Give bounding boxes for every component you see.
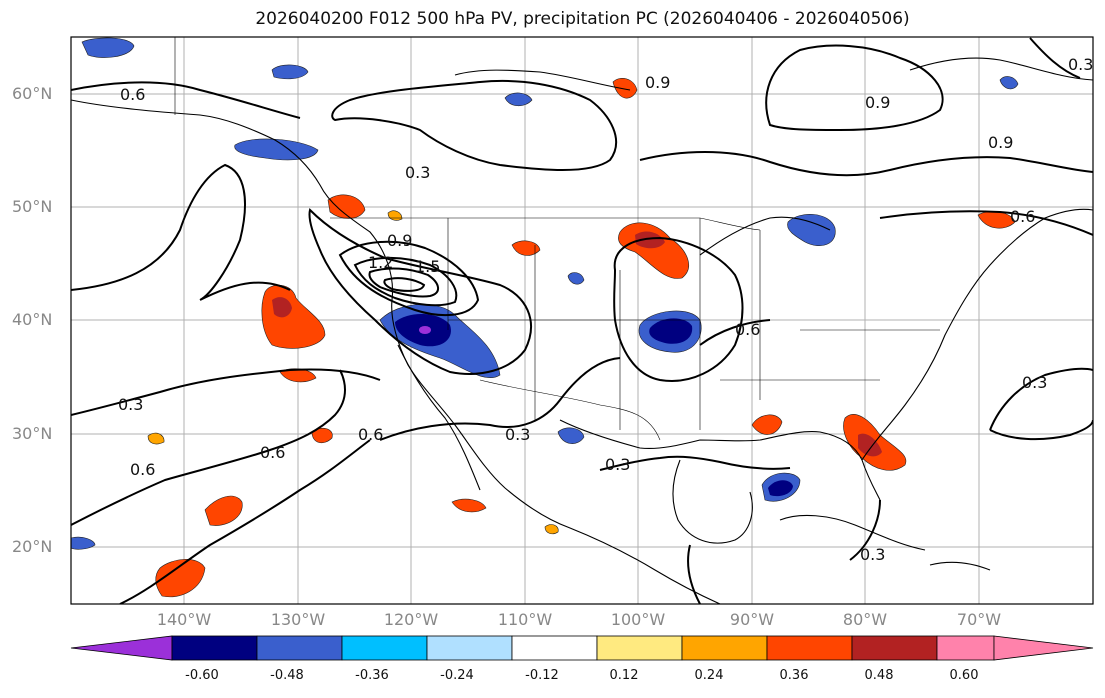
colorbar-segment xyxy=(681,635,768,661)
lat-label-50n: 50°N xyxy=(12,197,53,216)
precip-positive-misc-1 xyxy=(147,432,165,445)
contour-label: 0.3 xyxy=(118,395,143,414)
colorbar-tick: -0.48 xyxy=(270,668,304,683)
colorbar-extend-min xyxy=(70,635,173,661)
contour-label: 0.6 xyxy=(260,443,285,462)
precip-negative-alaska-2 xyxy=(271,64,309,80)
lon-label-90w: 90°W xyxy=(729,610,775,629)
precip-positive-florida-core xyxy=(858,433,882,457)
precip-negative-east-canada xyxy=(999,76,1019,90)
colorbar-segment xyxy=(851,635,938,661)
contour-label: 0.9 xyxy=(865,93,890,112)
colorbar-tick: 0.48 xyxy=(864,668,894,683)
contour-label: 0.6 xyxy=(735,320,760,339)
precip-positive-midwest-core xyxy=(635,231,665,249)
colorbar-tick: 0.36 xyxy=(779,668,809,683)
colorbar-segment xyxy=(766,635,853,661)
precip-positive-misc-3 xyxy=(544,524,559,535)
colorbar-tick: -0.24 xyxy=(440,668,474,683)
precip-negative-colorado xyxy=(567,272,585,285)
precip-positive-pacific-mid xyxy=(279,368,317,383)
precip-positive-mexico xyxy=(451,498,487,513)
colorbar-segment xyxy=(936,635,995,661)
colorbar-segment xyxy=(511,635,598,661)
contour-label: 0.3 xyxy=(1022,373,1047,392)
contour-label: 1.5 xyxy=(415,257,440,276)
lat-label-30n: 30°N xyxy=(12,424,53,443)
precip-negative-midwest-core xyxy=(649,318,693,344)
precip-positive-pacific-south xyxy=(204,495,243,526)
colorbar-tick: -0.36 xyxy=(355,668,389,683)
map-title: 2026040200 F012 500 hPa PV, precipitatio… xyxy=(255,9,910,29)
precip-negative-gulf-core xyxy=(768,480,793,497)
colorbar-tick: 0.60 xyxy=(949,668,979,683)
precip-positive-bc xyxy=(327,194,366,219)
precip-positive-hudson xyxy=(612,77,638,99)
contour-label: 0.3 xyxy=(1068,55,1093,74)
precip-negative-hudson xyxy=(504,92,533,107)
contour-label: 0.3 xyxy=(605,455,630,474)
political-borders xyxy=(174,37,940,441)
precip-negative-mexico xyxy=(71,536,96,550)
colorbar-tick: 0.24 xyxy=(694,668,724,683)
precip-positive-pacific-core xyxy=(272,297,292,318)
precip-negative-greatlakes xyxy=(787,214,836,246)
colorbar-segment xyxy=(341,635,428,661)
lon-label-140w: 140°W xyxy=(156,610,212,629)
contour-label: 0.6 xyxy=(130,460,155,479)
precip-negative-alaska xyxy=(81,37,135,58)
contour-label: 0.3 xyxy=(405,163,430,182)
colorbar-segment xyxy=(596,635,683,661)
colorbar-segment xyxy=(426,635,513,661)
contour-label: 0.6 xyxy=(358,425,383,444)
lon-label-120w: 120°W xyxy=(383,610,439,629)
colorbar-segment xyxy=(171,635,258,661)
lon-label-70w: 70°W xyxy=(956,610,1002,629)
precip-positive-hawaii-n xyxy=(311,427,333,444)
contour-label: 0.3 xyxy=(505,425,530,444)
colorbar-extend-max xyxy=(993,635,1094,661)
colorbar-tick: -0.12 xyxy=(525,668,559,683)
contour-label: 0.9 xyxy=(988,133,1013,152)
contour-label: 0.3 xyxy=(860,545,885,564)
lon-label-100w: 100°W xyxy=(610,610,666,629)
lat-label-40n: 40°N xyxy=(12,310,53,329)
colorbar-tick: 0.12 xyxy=(609,668,639,683)
precipitation-shading xyxy=(71,37,1019,598)
lon-label-80w: 80°W xyxy=(842,610,888,629)
pv-contours xyxy=(71,37,1093,604)
precip-positive-gulf xyxy=(751,414,783,435)
precip-positive-dakotas xyxy=(511,240,541,256)
map-frame xyxy=(70,36,1094,605)
contour-label: 0.6 xyxy=(120,85,145,104)
contour-label: 0.6 xyxy=(1010,207,1035,226)
contour-label: 1.2 xyxy=(368,253,393,272)
contour-label: 0.9 xyxy=(645,73,670,92)
colorbar-tick: -0.60 xyxy=(185,668,219,683)
lon-label-110w: 110°W xyxy=(497,610,553,629)
lat-label-60n: 60°N xyxy=(12,84,53,103)
precip-negative-greatbasin-peak xyxy=(419,326,431,334)
precip-negative-texas xyxy=(557,427,585,444)
colorbar xyxy=(70,635,1094,661)
colorbar-segment xyxy=(256,635,343,661)
contour-label: 0.9 xyxy=(387,231,412,250)
lon-label-130w: 130°W xyxy=(270,610,326,629)
precip-negative-bc xyxy=(234,138,319,161)
lat-label-20n: 20°N xyxy=(12,537,53,556)
precip-positive-pacific-south-2 xyxy=(155,559,206,598)
contour-labels: 0.6 0.9 0.9 0.9 0.3 0.6 0.9 1.5 1.2 0.6 … xyxy=(118,55,1093,564)
